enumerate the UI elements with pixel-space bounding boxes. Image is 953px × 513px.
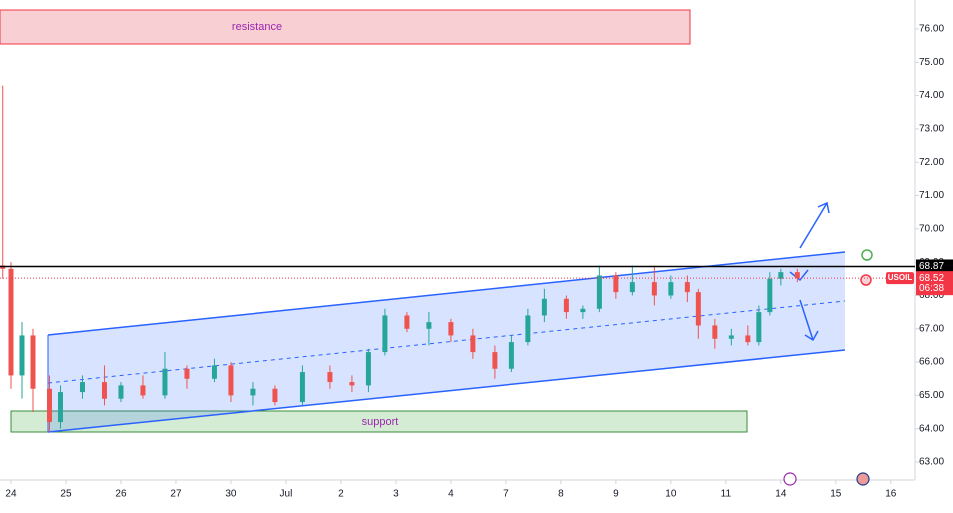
candle-body: [46, 388, 52, 423]
x-tick-label: 15: [830, 489, 842, 500]
x-tick-label: 10: [665, 489, 677, 500]
x-tick-label: 8: [558, 489, 564, 500]
x-tick-label: 7: [503, 489, 509, 500]
candle-body: [563, 298, 569, 313]
candle-body: [184, 368, 190, 379]
candle-body: [756, 312, 762, 343]
y-tick-label: 73.00: [919, 124, 944, 135]
x-tick-label: 24: [5, 489, 17, 500]
candle-body: [794, 272, 800, 279]
alert-up[interactable]: [861, 249, 873, 261]
event-icon[interactable]: [783, 472, 797, 486]
symbol-tag: [886, 272, 914, 285]
candle-body: [299, 372, 305, 403]
candle-body: [745, 335, 751, 343]
symbol-label: USOIL: [888, 273, 913, 282]
y-tick-label: 68.00: [919, 290, 944, 301]
candle-body: [541, 298, 547, 316]
candle-body: [382, 315, 388, 353]
candle-body: [349, 382, 355, 386]
alert-down[interactable]: [860, 274, 872, 286]
candle-body: [19, 335, 25, 376]
x-tick-label: 26: [115, 489, 127, 500]
last-price-tag: [916, 271, 953, 296]
candle-body: [404, 315, 410, 329]
candle-body: [525, 315, 531, 343]
candle-body: [684, 282, 690, 293]
resistance-label: resistance: [232, 21, 282, 33]
arrow-small: [789, 269, 809, 282]
last-price-label: 68.52: [919, 273, 944, 284]
candle-body: [695, 292, 701, 326]
y-tick-label: 76.00: [919, 24, 944, 35]
level-tag: [916, 259, 953, 274]
candle-body: [30, 335, 36, 389]
candles: [0, 85, 800, 433]
candle-body: [778, 272, 784, 279]
support-label: support: [362, 416, 399, 428]
candle-body: [580, 308, 586, 313]
candle-body: [728, 335, 734, 339]
y-tick-label: 72.00: [919, 157, 944, 168]
flag-icon[interactable]: [856, 472, 870, 486]
candle-body: [250, 388, 256, 396]
candle-body: [668, 282, 674, 296]
candle-body: [492, 352, 498, 369]
candle-body: [211, 365, 217, 379]
candle-body: [712, 325, 718, 339]
candle-body: [79, 382, 85, 393]
candle-body: [228, 365, 234, 396]
x-tick-label: 9: [613, 489, 619, 500]
candle-body: [629, 282, 635, 293]
plot-area: [0, 0, 915, 480]
channel-lower: [47, 349, 846, 433]
candle-body: [162, 368, 168, 396]
candle-body: [767, 278, 773, 313]
x-tick-label: 11: [721, 489, 732, 500]
candle-body: [57, 392, 63, 423]
candle-body: [596, 275, 602, 309]
x-tick-label: 2: [338, 489, 344, 500]
candle-body: [470, 335, 476, 353]
y-tick-label: 66.00: [919, 357, 944, 368]
candle-body: [651, 282, 657, 296]
candle-body: [101, 382, 107, 399]
candle-body: [365, 352, 371, 386]
x-tick-label: 4: [448, 489, 454, 500]
channel-mid: [47, 300, 846, 384]
candle-body: [448, 322, 454, 336]
x-tick-label: 27: [170, 489, 182, 500]
x-tick-label: 3: [393, 489, 399, 500]
arrow-up: [799, 202, 828, 249]
countdown-label: 06:38: [919, 283, 944, 294]
y-tick-label: 75.00: [919, 57, 944, 68]
candle-body: [8, 268, 14, 376]
x-tick-label: 30: [225, 489, 237, 500]
candle-body: [272, 388, 278, 403]
candle-body: [327, 372, 333, 383]
candle-body: [140, 385, 146, 396]
x-tick-label: 25: [60, 489, 72, 500]
y-tick-label: 74.00: [919, 90, 944, 101]
arrow-head: [817, 201, 830, 214]
arrow-down: [799, 299, 814, 341]
level-label: 68.87: [919, 261, 944, 272]
y-tick-label: 71.00: [919, 190, 944, 201]
arrow-head: [804, 330, 819, 342]
resistance-zone: [0, 9, 691, 45]
x-tick-label: 14: [775, 489, 787, 500]
y-tick-label: 64.00: [919, 423, 944, 434]
candle-body: [426, 322, 432, 329]
y-tick-label: 70.00: [919, 223, 944, 234]
candle-body: [613, 275, 619, 293]
x-tick-label: Jul: [280, 489, 293, 500]
y-tick-label: 65.00: [919, 390, 944, 401]
y-tick-label: 63.00: [919, 457, 944, 468]
x-tick-label: 16: [885, 489, 897, 500]
candle-body: [508, 342, 514, 369]
candle-body: [118, 385, 124, 399]
y-tick-label: 67.00: [919, 323, 944, 334]
